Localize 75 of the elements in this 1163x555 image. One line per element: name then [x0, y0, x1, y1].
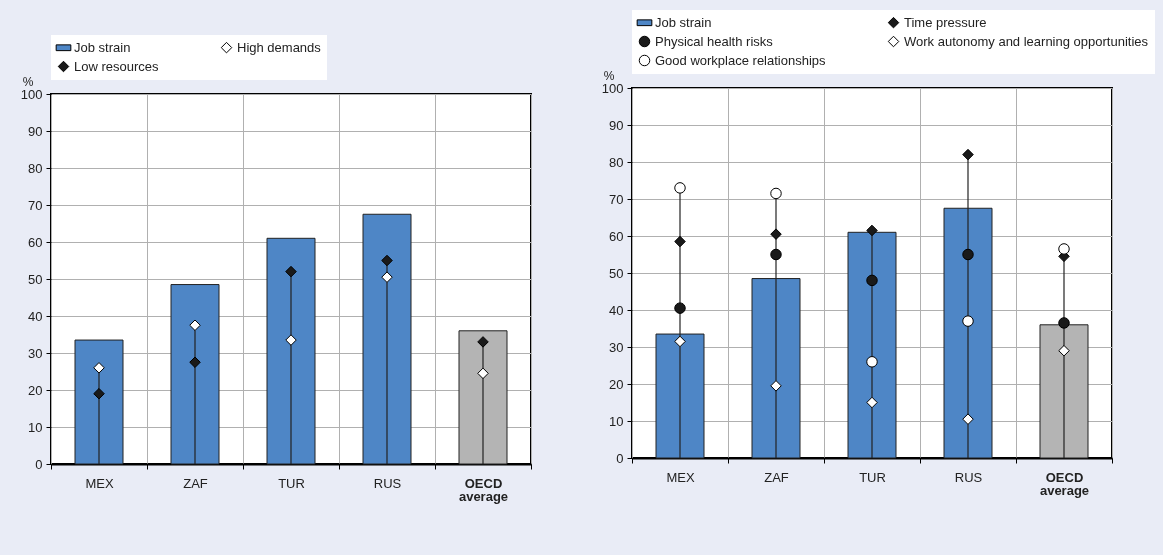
bar	[266, 237, 316, 465]
x-tick-label: TUR	[278, 475, 305, 491]
x-tick-label: MEX	[85, 475, 114, 491]
y-tick-label: 70	[609, 191, 624, 207]
point	[962, 315, 974, 327]
point	[477, 367, 489, 380]
point	[189, 356, 201, 368]
point	[674, 302, 686, 314]
point	[770, 187, 782, 200]
legend-label: Good workplace relationships	[655, 52, 827, 68]
y-tick-label: 10	[28, 419, 43, 435]
point	[674, 182, 686, 194]
point	[93, 362, 105, 374]
legend-label: High demands	[237, 39, 322, 55]
y-tick-label: 60	[28, 234, 43, 250]
point	[866, 356, 878, 368]
point	[674, 235, 686, 248]
y-tick-label: 50	[609, 265, 624, 281]
point	[93, 387, 105, 400]
y-tick-label: 30	[28, 345, 43, 361]
legend-label: Job strain	[74, 39, 131, 55]
point	[285, 334, 297, 346]
point	[866, 396, 878, 409]
legend-label: Physical health risks	[655, 33, 774, 49]
point	[770, 380, 782, 392]
x-tick-label: OECD average	[458, 475, 509, 504]
y-tick-label: 90	[609, 117, 624, 133]
point	[1058, 317, 1070, 329]
point	[962, 413, 974, 425]
y-tick-label: 10	[609, 413, 624, 429]
bar	[170, 284, 220, 465]
point	[381, 271, 393, 283]
point	[189, 319, 201, 331]
legend-label: Job strain	[655, 14, 712, 30]
point	[674, 335, 686, 348]
y-tick-label: 100	[601, 80, 624, 96]
y-tick-label: 80	[609, 154, 624, 170]
y-tick-label: 40	[609, 302, 624, 318]
x-tick-label: TUR	[859, 469, 886, 485]
point	[770, 248, 782, 261]
y-axis-title: %	[603, 68, 615, 83]
y-tick-label: 70	[28, 197, 43, 213]
x-tick-label: OECD average	[1039, 469, 1090, 498]
point	[1058, 344, 1070, 357]
point	[1058, 243, 1070, 255]
y-tick-label: 50	[28, 271, 43, 287]
point	[770, 228, 782, 240]
y-tick-label: 90	[28, 123, 43, 139]
x-tick-label: RUS	[954, 469, 983, 485]
point	[381, 254, 393, 267]
point	[285, 265, 297, 278]
bar	[362, 213, 412, 465]
y-tick-label: 0	[35, 456, 43, 472]
bar	[74, 339, 124, 465]
x-tick-label: ZAF	[764, 469, 789, 485]
x-tick-label: ZAF	[183, 475, 208, 491]
y-axis-title: %	[22, 74, 34, 89]
point	[866, 224, 878, 237]
x-tick-label: RUS	[373, 475, 402, 491]
y-tick-label: 80	[28, 160, 43, 176]
y-tick-label: 30	[609, 339, 624, 355]
x-tick-label: MEX	[666, 469, 695, 485]
y-tick-label: 100	[20, 86, 43, 102]
point	[866, 274, 878, 287]
point	[477, 336, 489, 348]
y-tick-label: 40	[28, 308, 43, 324]
y-tick-label: 60	[609, 228, 624, 244]
legend-label: Work autonomy and learning opportunities	[904, 33, 1149, 49]
y-tick-label: 20	[28, 382, 43, 398]
legend-label: Low resources	[74, 58, 160, 74]
legend-label: Time pressure	[904, 14, 987, 30]
point	[962, 248, 974, 261]
y-tick-label: 20	[609, 376, 624, 392]
point	[962, 148, 974, 161]
y-tick-label: 0	[616, 450, 624, 466]
